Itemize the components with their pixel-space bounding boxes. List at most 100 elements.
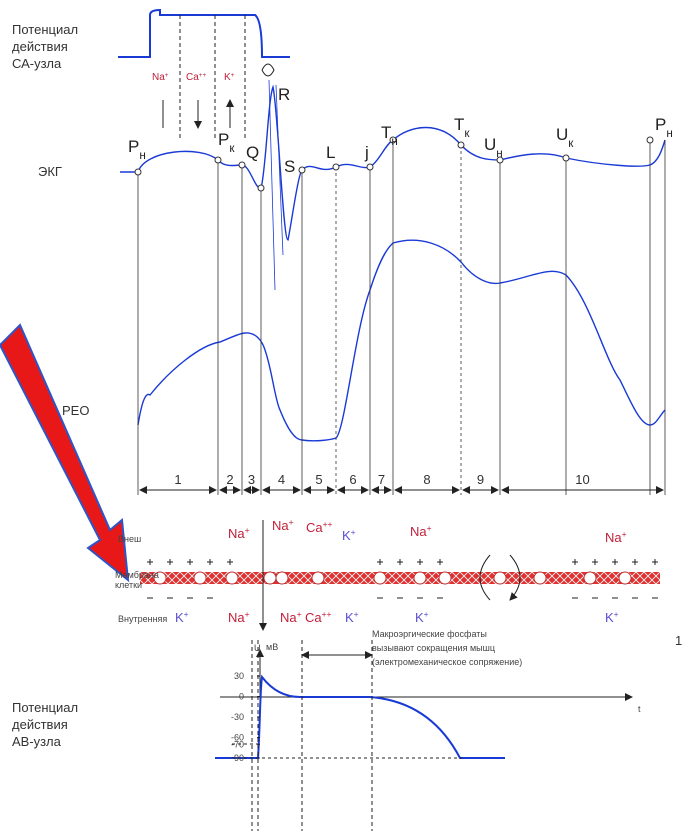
- interval-number: 2: [226, 472, 233, 487]
- pore: [225, 571, 239, 585]
- membrane-ion-index: +: [622, 529, 627, 539]
- sa-ion: Na+: [152, 72, 169, 84]
- membrane-ion-main: Na: [228, 526, 245, 541]
- av-potential: [215, 674, 505, 759]
- ecg-point-label: Pн: [128, 137, 146, 162]
- ecg-point-label-main: U: [484, 135, 496, 154]
- ecg-curve: [120, 84, 666, 241]
- membrane-ion: Na+: [272, 517, 294, 533]
- sa-ion-main: Ca: [186, 72, 199, 83]
- ecg-point-label: j: [364, 143, 369, 162]
- note: (электромеханическое сопряжение): [372, 657, 522, 667]
- level-lines: [232, 743, 462, 759]
- charge-sign: [612, 559, 618, 565]
- membrane-ion-main: Ca: [305, 610, 322, 625]
- pore: [275, 571, 289, 585]
- labels: Потенциал действия СА-узла ЭКГ РЕО: [12, 22, 89, 418]
- membrane-label: Мембрана: [115, 570, 159, 580]
- membrane-ion: Na+: [228, 525, 250, 541]
- membrane-ion-index: +: [614, 609, 619, 619]
- membrane: [140, 572, 660, 584]
- interval-number: 5: [315, 472, 322, 487]
- membrane-ion-index: ++: [322, 609, 332, 619]
- membrane-ion-index: +: [424, 609, 429, 619]
- membrane-ion-index: +: [289, 517, 294, 527]
- membrane-ion: Na+: [228, 609, 250, 625]
- charge-sign: [147, 559, 153, 565]
- sa-ion: Ca++: [186, 72, 207, 84]
- membrane-ion-index: +: [427, 523, 432, 533]
- interval-number: 4: [278, 472, 285, 487]
- rotation-arrows: [479, 554, 521, 600]
- membrane-ion-index: +: [351, 527, 356, 537]
- sa-ion-main: K: [224, 72, 231, 83]
- charge-sign: [187, 559, 193, 565]
- sa-label: действия: [12, 39, 68, 54]
- ion-arrows: [162, 100, 198, 128]
- membrane-ion-index: ++: [323, 519, 333, 529]
- charge-sign: [417, 559, 423, 565]
- ecg-point: [257, 184, 265, 192]
- ecg-point-label: Tн: [381, 123, 398, 148]
- av-unit: мВ: [266, 642, 278, 652]
- ecg-point: [562, 154, 570, 162]
- interval-number: 6: [349, 472, 356, 487]
- ecg-point: [366, 163, 374, 171]
- y-tick-label: 0: [239, 692, 244, 702]
- vertical-lines: [137, 140, 651, 495]
- ecg-point: [646, 136, 654, 144]
- pore: [438, 571, 452, 585]
- membrane-ion: Na+: [410, 523, 432, 539]
- interval-number: 3: [248, 472, 255, 487]
- charge-sign: [167, 559, 173, 565]
- membrane-ion-main: K: [345, 610, 354, 625]
- ecg-point-label-main: R: [278, 85, 290, 104]
- av-label: действия: [12, 717, 68, 732]
- ecg-point-label-main: S: [284, 157, 295, 176]
- ecg-point: [298, 166, 306, 174]
- interval-number: 1: [174, 472, 181, 487]
- membrane-ion-main: Na: [228, 610, 245, 625]
- loop: [261, 63, 275, 77]
- ecg-point-label-main: T: [454, 115, 464, 134]
- pore: [311, 571, 325, 585]
- reo-label: РЕО: [62, 403, 89, 418]
- sa-ion-main: Na: [152, 72, 165, 83]
- membrane-ion: Ca++: [306, 519, 333, 535]
- sa-label: Потенциал: [12, 22, 78, 37]
- reo-curve: [137, 239, 666, 442]
- av-label: АВ-узла: [12, 734, 62, 749]
- membrane-ion-index: +: [245, 525, 250, 535]
- charge-sign: [437, 559, 443, 565]
- sa-potential: [118, 8, 290, 58]
- membrane-ion-main: K: [342, 528, 351, 543]
- ecg-point-label: Q: [246, 143, 259, 162]
- ecg-point-label-main: U: [556, 125, 568, 144]
- membrane-ion: K+: [415, 609, 429, 625]
- ecg-point-label: Uн: [484, 135, 503, 160]
- ecg-point-label: Uк: [556, 125, 574, 150]
- ecg-point: [332, 163, 340, 171]
- pore: [373, 571, 387, 585]
- y-tick-label: -90: [231, 753, 244, 763]
- membrane-ion: Na+: [605, 529, 627, 545]
- ecg-point-label: Pн: [655, 115, 673, 140]
- membrane-label: клетки: [115, 580, 142, 590]
- page-number: 1: [675, 633, 682, 648]
- av-y-label: U: [254, 643, 261, 653]
- ecg-point-label-index: н: [666, 127, 672, 140]
- dashed-lines: [251, 640, 373, 831]
- ecg-point-label-index: н: [496, 147, 502, 160]
- ecg-point-label-main: L: [326, 143, 335, 162]
- charge-sign: [397, 559, 403, 565]
- membrane-ion-main: Na: [280, 610, 297, 625]
- ecg-point-label-index: к: [229, 142, 235, 155]
- charge-sign: [652, 559, 658, 565]
- ecg-point-label-main: T: [381, 123, 391, 142]
- ecg-point-label: Pк: [218, 130, 235, 155]
- membrane-ion-main: K: [175, 610, 184, 625]
- y-tick-label: -70: [231, 739, 244, 749]
- charge-sign: [572, 559, 578, 565]
